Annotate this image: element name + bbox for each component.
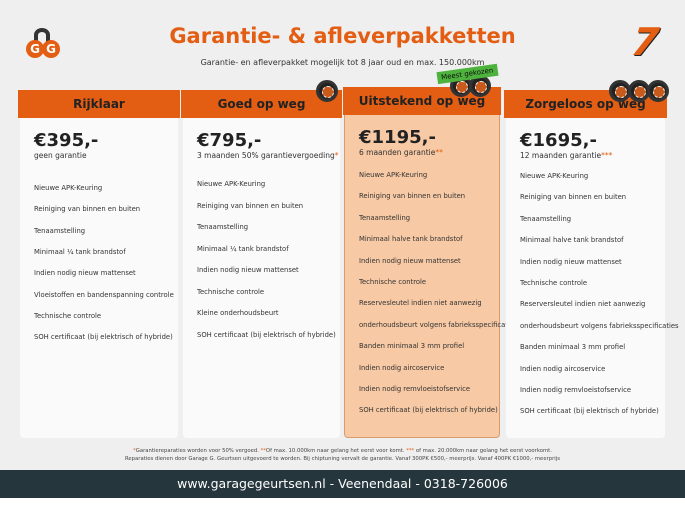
- package-warranty: 6 maanden garantie**: [359, 148, 443, 157]
- feature-item: Nieuwe APK-Keuring: [520, 172, 589, 180]
- feature-item: SOH certificaat (bij elektrisch of hybri…: [34, 333, 173, 342]
- feature-item: Banden minimaal 3 mm profiel: [359, 342, 465, 351]
- feature-item: Indien nodig remvloeistofservice: [359, 385, 471, 393]
- feature-item: Kleine onderhoudsbeurt: [197, 309, 279, 317]
- package-title: Goed op weg: [181, 90, 342, 118]
- feature-item: Nieuwe APK-Keuring: [34, 184, 103, 192]
- footer-contact[interactable]: www.garagegeurtsen.nl - Veenendaal - 031…: [0, 470, 685, 498]
- feature-item: SOH certificaat (bij elektrisch of hybri…: [359, 406, 498, 415]
- feature-item: Technische controle: [197, 287, 265, 296]
- feature-item: Reiniging van binnen en buiten: [359, 192, 466, 201]
- feature-item: Minimaal halve tank brandstof: [359, 235, 463, 244]
- wheel-icon: [450, 75, 472, 97]
- page-title: Garantie- & afleverpakketten: [169, 24, 516, 48]
- feature-item: SOH certificaat (bij elektrisch of hybri…: [520, 407, 659, 416]
- feature-item: Tenaamstelling: [520, 214, 572, 223]
- feature-item: Indien nodig aircoservice: [520, 364, 606, 373]
- feature-item: Minimaal ¼ tank brandstof: [197, 244, 289, 253]
- fineprint-line-2: Reparaties dienen door Garage G. Geurtse…: [124, 456, 560, 462]
- feature-item: Vloeistoffen en bandenspanning controle: [34, 290, 174, 299]
- package-card: Goed op weg €795,- 3 maanden 50% garanti…: [181, 80, 342, 438]
- feature-item: Indien nodig nieuw mattenset: [34, 269, 136, 278]
- wheel-icon: [316, 80, 338, 102]
- feature-item: Minimaal halve tank brandstof: [520, 236, 624, 245]
- feature-item: Reserversleutel indien niet aanwezig: [520, 300, 646, 309]
- page-subtitle: Garantie- en afleverpakket mogelijk tot …: [200, 58, 485, 67]
- feature-item: onderhoudsbeurt volgens fabrieksspecific…: [520, 321, 679, 330]
- package-warranty: geen garantie: [34, 151, 87, 160]
- package-price: €1195,-: [359, 127, 436, 148]
- feature-item: Technische controle: [520, 279, 588, 287]
- feature-item: Indien nodig remvloeistofservice: [520, 386, 632, 394]
- package-warranty: 12 maanden garantie***: [520, 151, 613, 160]
- fineprint-line-1: *Garantiereparaties worden voor 50% verg…: [133, 448, 552, 454]
- feature-item: Nieuwe APK-Keuring: [359, 171, 428, 179]
- feature-item: SOH certificaat (bij elektrisch of hybri…: [197, 330, 336, 339]
- feature-item: Technische controle: [34, 311, 102, 320]
- feature-item: Indien nodig nieuw mattenset: [359, 256, 461, 265]
- feature-item: Reiniging van binnen en buiten: [34, 205, 141, 214]
- package-title: Rijklaar: [18, 90, 180, 118]
- wheel-icon: [647, 80, 669, 102]
- package-price: €395,-: [34, 130, 99, 151]
- package-warranty: 3 maanden 50% garantievergoeding*: [197, 151, 339, 160]
- feature-item: Tenaamstelling: [359, 213, 411, 222]
- feature-item: Banden minimaal 3 mm profiel: [520, 343, 626, 352]
- feature-item: Tenaamstelling: [34, 226, 86, 235]
- feature-item: Indien nodig nieuw mattenset: [520, 257, 622, 266]
- package-card: Zorgeloos op weg €1695,- 12 maanden gara…: [504, 80, 679, 438]
- feature-item: Reiniging van binnen en buiten: [197, 201, 304, 210]
- wheel-icon: [628, 80, 650, 102]
- package-price: €1695,-: [520, 130, 597, 151]
- feature-item: Minimaal ¼ tank brandstof: [34, 247, 126, 256]
- feature-item: onderhoudsbeurt volgens fabrieksspecific…: [359, 320, 518, 329]
- feature-item: Indien nodig nieuw mattenset: [197, 266, 299, 274]
- feature-item: Technische controle: [359, 278, 427, 286]
- package-price: €795,-: [197, 130, 262, 151]
- feature-item: Reservesleutel indien niet aanwezig: [359, 299, 482, 308]
- feature-item: Reiniging van binnen en buiten: [520, 193, 627, 202]
- wheel-icon: [609, 80, 631, 102]
- feature-item: Indien nodig aircoservice: [359, 363, 445, 372]
- package-card: Uitstekend op weg €1195,- 6 maanden gara…: [343, 75, 518, 438]
- feature-item: Nieuwe APK-Keuring: [197, 180, 266, 188]
- feature-item: Tenaamstelling: [197, 223, 249, 231]
- package-card: Rijklaar €395,- geen garantie Nieuwe APK-…: [18, 90, 180, 438]
